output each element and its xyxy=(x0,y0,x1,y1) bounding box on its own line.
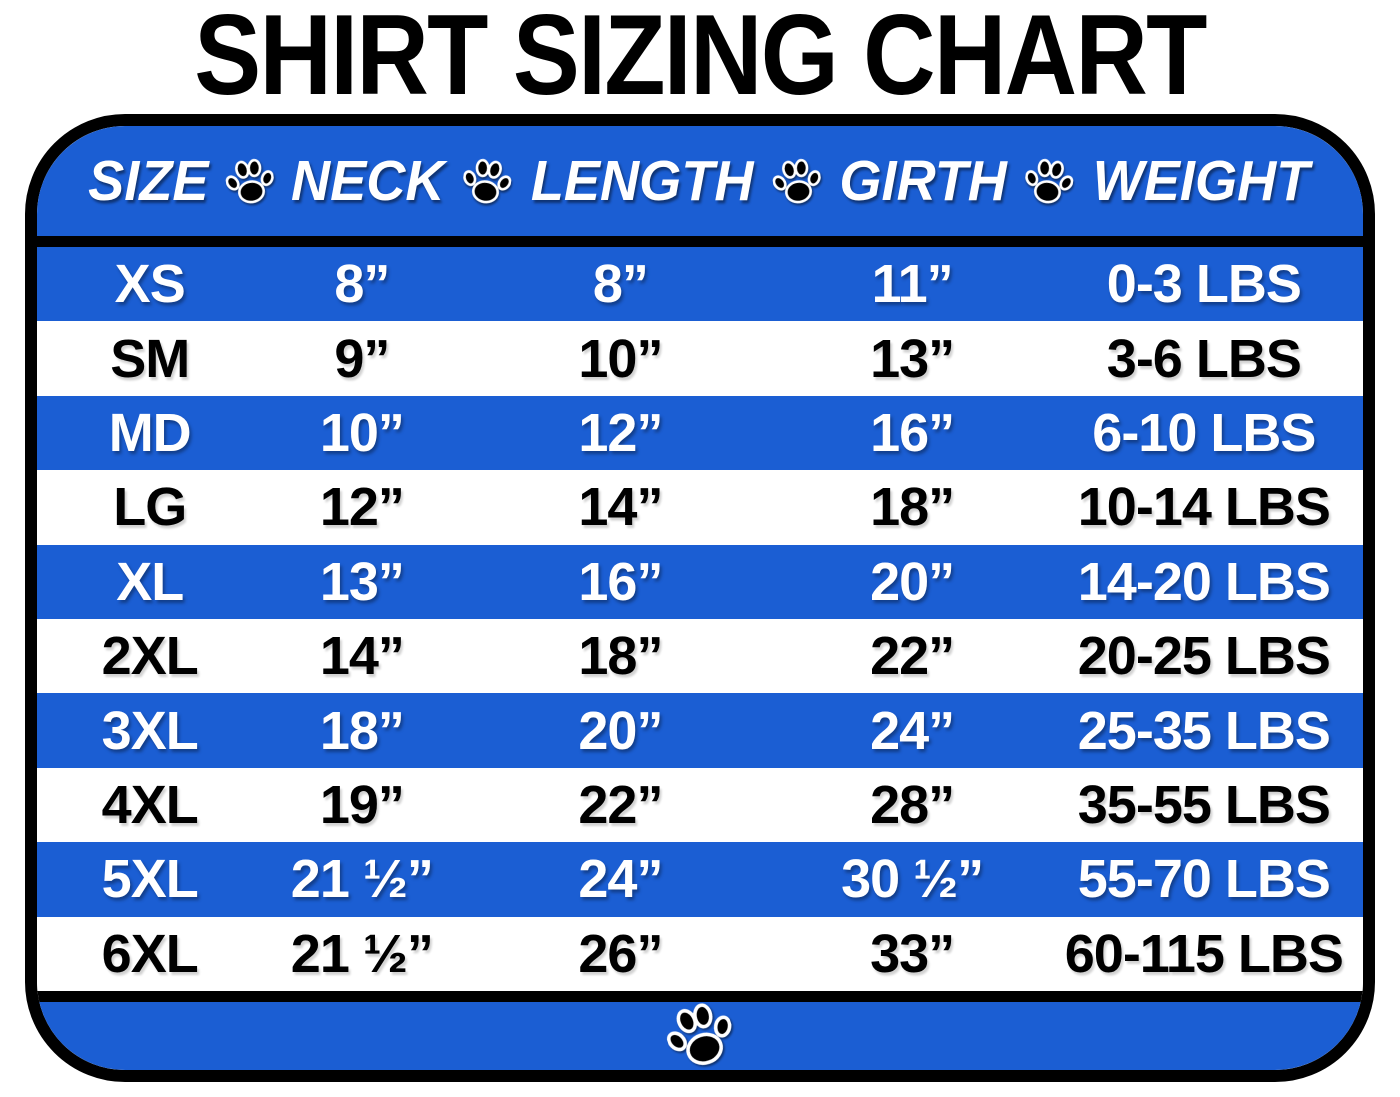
table-footer xyxy=(37,994,1363,1070)
table-cell: 18” xyxy=(319,700,405,761)
sizing-card: SIZE NECK LENGTH GIRTH WEIGHT XS 8” 8” 11” 0… xyxy=(25,114,1375,1082)
footer-divider xyxy=(37,991,1363,1002)
column-header-length: LENGTH xyxy=(530,149,754,213)
column-header-girth: GIRTH xyxy=(839,149,1007,213)
page-title: SHIRT SIZING CHART xyxy=(194,0,1207,120)
table-cell: 60-115 LBS xyxy=(1064,923,1344,984)
table-cell: 24” xyxy=(870,700,955,761)
table-cell: 10” xyxy=(319,403,405,464)
table-row: 3XL 18” 20” 24” 25-35 LBS xyxy=(37,693,1363,768)
table-cell: 35-55 LBS xyxy=(1077,775,1331,836)
table-cell: 8” xyxy=(334,254,390,315)
table-cell: 14” xyxy=(578,477,663,538)
table-cell: 25-35 LBS xyxy=(1077,700,1331,761)
table-row: 4XL 19” 22” 28” 35-55 LBS xyxy=(37,767,1363,843)
table-cell: XS xyxy=(114,254,186,315)
table-cell: 22” xyxy=(870,626,955,687)
table-body: XS 8” 8” 11” 0-3 LBS SM 9” 10” 13” 3-6 LBS MD 10” 12… xyxy=(37,247,1363,992)
table-row: 2XL 14” 18” 22” 20-25 LBS xyxy=(37,619,1363,694)
table-cell: LG xyxy=(113,477,187,538)
table-cell: 21 ½” xyxy=(290,849,434,910)
table-cell: 16” xyxy=(870,403,955,464)
table-cell: 0-3 LBS xyxy=(1106,254,1302,315)
table-cell: 18” xyxy=(578,626,663,687)
table-cell: 12” xyxy=(578,403,663,464)
column-header-neck: NECK xyxy=(291,149,445,213)
paw-icon xyxy=(1022,155,1077,207)
table-cell: 2XL xyxy=(101,626,199,687)
table-cell: 22” xyxy=(578,775,663,836)
table-cell: 20” xyxy=(870,551,955,612)
table-cell: 20” xyxy=(578,700,663,761)
table-cell: 10-14 LBS xyxy=(1077,477,1331,538)
table-cell: 11” xyxy=(871,254,954,315)
table-cell: 14-20 LBS xyxy=(1077,551,1331,612)
table-cell: 4XL xyxy=(101,775,199,836)
table-cell: 20-25 LBS xyxy=(1077,626,1331,687)
table-cell: 6-10 LBS xyxy=(1092,403,1316,464)
table-cell: 3XL xyxy=(101,700,199,761)
table-cell: 26” xyxy=(578,923,663,984)
table-cell: 30 ½” xyxy=(841,849,984,910)
table-cell: SM xyxy=(110,328,190,389)
table-cell: 19” xyxy=(319,775,405,836)
table-cell: 6XL xyxy=(101,923,199,984)
table-cell: 18” xyxy=(870,477,955,538)
header-divider xyxy=(37,236,1363,247)
table-cell: 13” xyxy=(319,551,405,612)
table-row: LG 12” 14” 18” 10-14 LBS xyxy=(37,470,1363,545)
table-cell: 21 ½” xyxy=(290,923,434,984)
table-cell: 14” xyxy=(319,626,405,687)
table-cell: 16” xyxy=(578,551,663,612)
table-cell: 13” xyxy=(870,328,955,389)
table-cell: 5XL xyxy=(101,849,199,910)
table-row: 6XL 21 ½” 26” 33” 60-115 LBS xyxy=(37,916,1363,992)
table-cell: 9” xyxy=(334,328,390,389)
table-header: SIZE NECK LENGTH GIRTH WEIGHT xyxy=(37,126,1363,236)
table-cell: 24” xyxy=(578,849,663,910)
table-cell: 28” xyxy=(870,775,955,836)
table-cell: 12” xyxy=(319,477,405,538)
paw-icon xyxy=(222,155,277,207)
table-row: SM 9” 10” 13” 3-6 LBS xyxy=(37,321,1363,396)
table-cell: XL xyxy=(116,551,184,612)
table-row: 5XL 21 ½” 24” 30 ½” 55-70 LBS xyxy=(37,842,1363,917)
table-cell: 10” xyxy=(578,328,663,389)
table-cell: 33” xyxy=(870,923,955,984)
table-cell: MD xyxy=(108,403,192,464)
table-cell: 3-6 LBS xyxy=(1106,328,1302,389)
table-cell: 55-70 LBS xyxy=(1077,849,1331,910)
table-row: XS 8” 8” 11” 0-3 LBS xyxy=(37,247,1363,322)
column-header-weight: WEIGHT xyxy=(1092,149,1310,213)
paw-icon xyxy=(770,155,824,207)
table-row: MD 10” 12” 16” 6-10 LBS xyxy=(37,395,1363,471)
table-cell: 8” xyxy=(592,254,649,315)
paw-icon xyxy=(459,155,514,207)
paw-icon xyxy=(658,994,742,1070)
table-row: XL 13” 16” 20” 14-20 LBS xyxy=(37,544,1363,620)
column-header-size: SIZE xyxy=(88,149,209,213)
